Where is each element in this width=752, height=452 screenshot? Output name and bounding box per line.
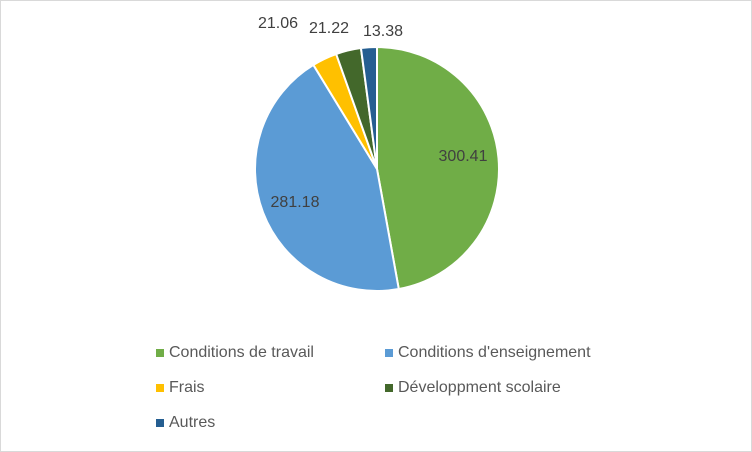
data-label-0: 300.41 (439, 148, 488, 165)
legend-swatch (385, 349, 393, 357)
legend-swatch (156, 384, 164, 392)
legend-item: Développment scolaire (385, 379, 561, 397)
legend-label: Développment scolaire (398, 379, 561, 396)
legend-label: Conditions de travail (169, 344, 314, 361)
pie-slice-1 (254, 63, 400, 292)
data-label-4: 13.38 (363, 23, 403, 40)
data-label-3: 21.22 (309, 20, 349, 37)
legend-swatch (156, 419, 164, 427)
data-label-1: 281.18 (271, 194, 320, 211)
legend-item: Frais (156, 379, 205, 397)
data-label-2: 21.06 (258, 15, 298, 32)
legend-label: Autres (169, 414, 216, 431)
pie-slice-0 (376, 45, 500, 291)
legend-item: Autres (156, 414, 215, 432)
legend-item: Conditions d'enseignement (385, 344, 591, 362)
legend-swatch (385, 384, 393, 392)
legend-swatch (156, 349, 164, 357)
legend-label: Frais (169, 379, 205, 396)
legend-label: Conditions d'enseignement (398, 344, 591, 361)
legend-item: Conditions de travail (156, 344, 314, 362)
pie-slice-4 (359, 45, 378, 170)
